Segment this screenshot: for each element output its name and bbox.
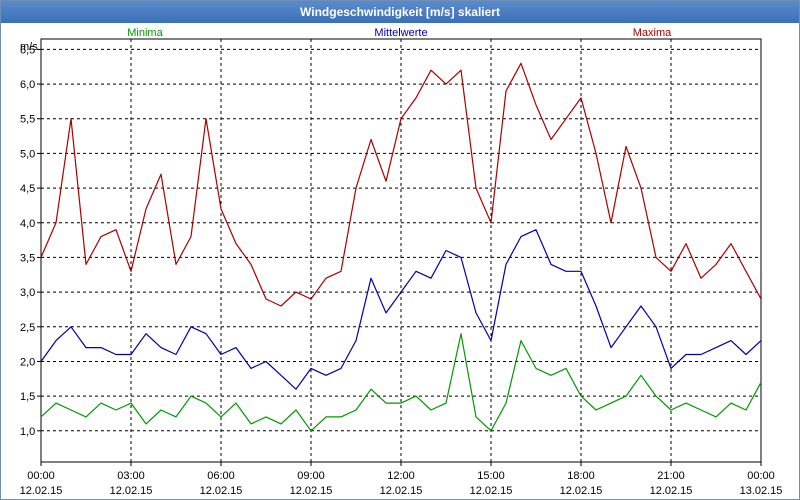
x-tick-date: 12.02.15 [200,485,243,497]
y-axis-ticks: 1,0 1,5 2,0 2,5 3,0 3,5 4,0 4,5 5,0 5,5 6,0 6,5 [20,44,41,438]
x-tick-time: 12:00 [387,470,415,482]
y-tick-label: 5,0 [20,148,35,160]
x-tick-time: 00:00 [27,470,55,482]
legend-minima: Minima [127,27,163,39]
x-tick-date: 12.02.15 [560,485,603,497]
legend-mittelwerte: Mittelwerte [374,27,427,39]
window-title: Windgeschwindigkeit [m/s] skaliert [1,1,799,23]
x-tick-date: 12.02.15 [290,485,333,497]
x-tick-date: 12.02.15 [650,485,693,497]
x-tick-date: 12.02.15 [20,485,63,497]
y-tick-label: 1,5 [20,391,35,403]
y-axis-label: m/s [20,41,38,53]
x-tick-date: 13.02.15 [740,485,783,497]
y-tick-label: 6,5 [20,44,35,56]
x-tick-time: 21:00 [657,470,685,482]
x-tick-date: 12.02.15 [380,485,423,497]
y-tick-label: 4,5 [20,183,35,195]
y-tick-label: 4,0 [20,218,35,230]
y-tick-label: 3,5 [20,252,35,264]
y-tick-label: 5,5 [20,114,35,126]
x-tick-time: 09:00 [297,470,325,482]
x-axis-ticks: 00:00 12.02.15 03:00 12.02.15 06:00 12.02.15 0… [20,462,783,497]
legend-maxima: Maxima [633,27,672,39]
series-group [40,62,762,432]
x-tick-date: 12.02.15 [110,485,153,497]
x-tick-time: 06:00 [207,470,235,482]
x-tick-time: 18:00 [567,470,595,482]
y-tick-label: 6,0 [20,79,35,91]
y-tick-label: 1,0 [20,426,35,438]
y-tick-label: 2,0 [20,356,35,368]
x-tick-time: 15:00 [477,470,505,482]
y-tick-label: 3,0 [20,287,35,299]
x-tick-time: 03:00 [117,470,145,482]
x-tick-time: 00:00 [747,470,775,482]
series-line-minima [40,333,762,432]
grid [41,39,761,462]
y-tick-label: 2,5 [20,322,35,334]
series-line-mittelwerte [40,229,762,390]
series-line-maxima [40,62,762,307]
x-tick-date: 12.02.15 [470,485,513,497]
